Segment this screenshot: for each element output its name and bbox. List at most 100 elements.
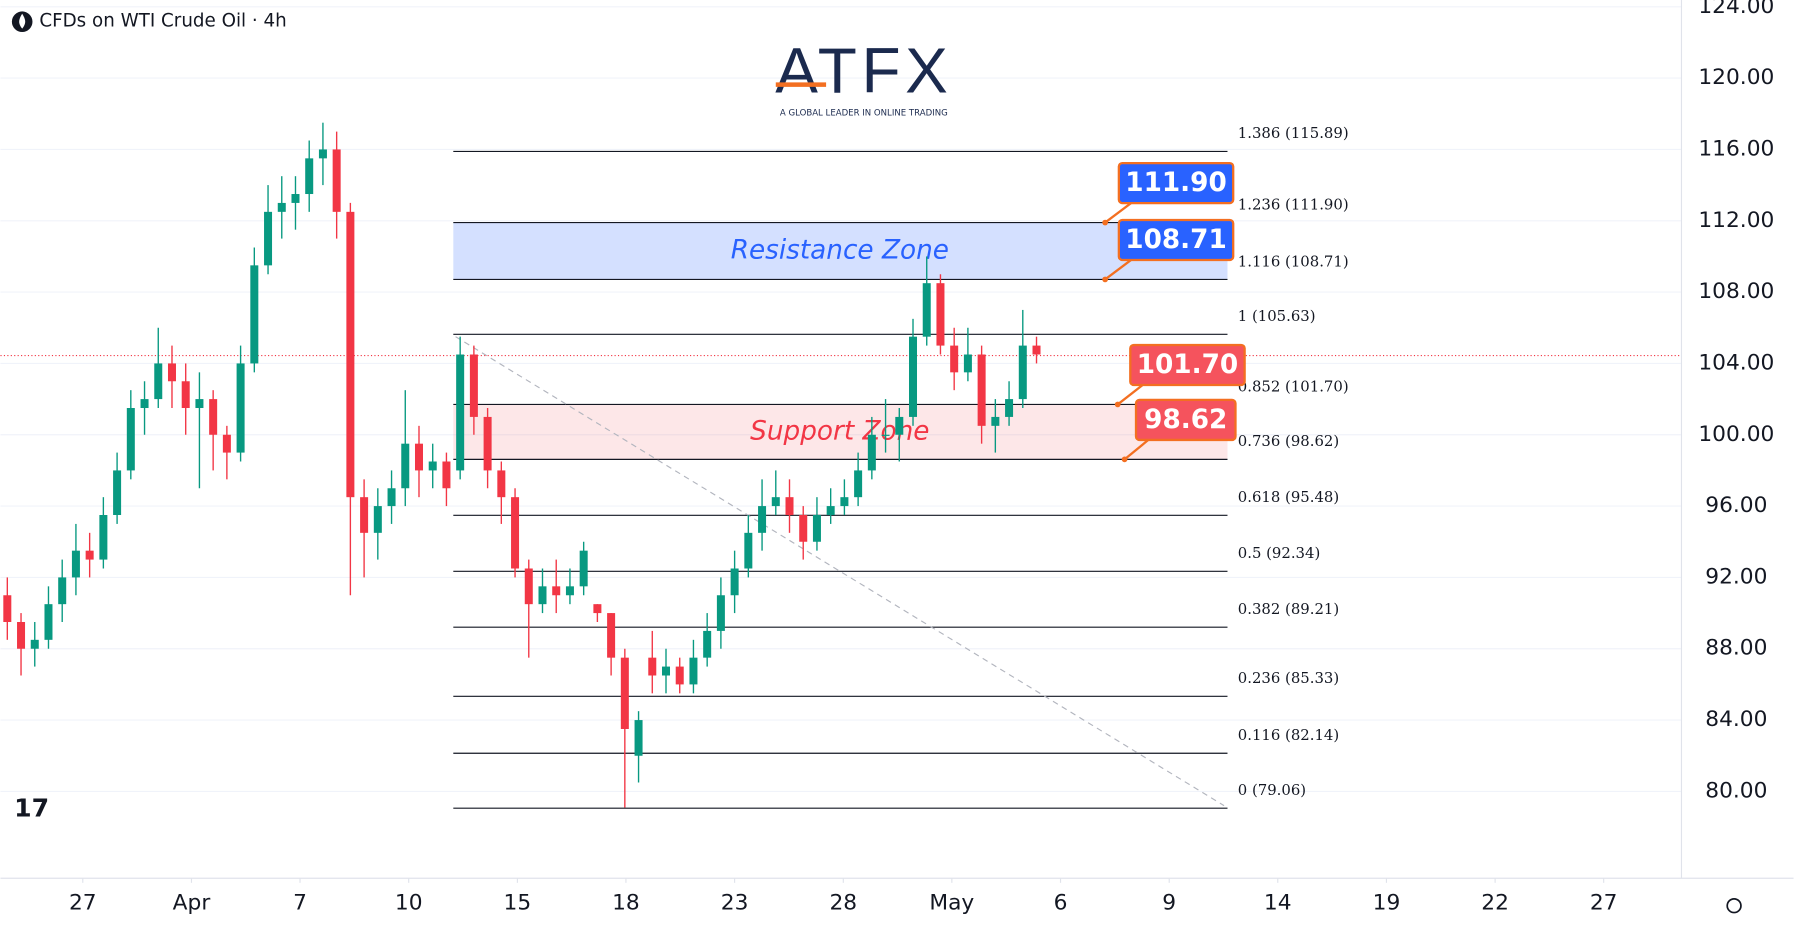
candle-body	[936, 283, 945, 346]
x-tick-label: 23	[721, 890, 749, 915]
candle-body	[140, 399, 149, 409]
price-tag	[1117, 161, 1235, 205]
candle-body	[854, 470, 863, 498]
y-tick-label: 116.00	[1698, 136, 1774, 161]
candle-body	[1032, 345, 1041, 355]
candle-body	[318, 149, 327, 159]
candle-body	[648, 657, 657, 676]
fib-label: 1 (105.63)	[1238, 307, 1316, 325]
x-tick-label: 6	[1054, 890, 1068, 915]
candle-body	[17, 621, 26, 649]
candle-body	[442, 461, 451, 489]
candle-body	[579, 550, 588, 587]
plot: 80.00 84.00 88.00 92.00 96.00 100.00 104.00 108…	[0, 0, 1774, 915]
fib-label: 0.736 (98.62)	[1238, 432, 1339, 450]
candle-body	[950, 345, 959, 373]
candle-body	[977, 354, 986, 426]
candle-body	[497, 470, 506, 498]
y-tick-label: 120.00	[1698, 65, 1774, 90]
tag-leader	[1123, 437, 1151, 461]
price-tag-label: 111.90	[1125, 168, 1226, 198]
candle-body	[963, 354, 972, 373]
candle-body	[30, 639, 39, 649]
x-tick-label: 22	[1481, 890, 1509, 915]
candle-body	[909, 336, 918, 417]
y-tick-label: 104.00	[1698, 350, 1774, 375]
candle-body	[552, 586, 561, 596]
candle-body	[277, 202, 286, 212]
candle-body	[250, 265, 259, 364]
candle-body	[58, 577, 67, 605]
x-tick-label: 19	[1373, 890, 1401, 915]
candle-body	[113, 470, 122, 516]
candle-body	[758, 506, 767, 533]
logo: ATFX	[775, 34, 952, 106]
candle-body	[785, 497, 794, 516]
x-tick-label: 18	[612, 890, 640, 915]
candle-body	[881, 434, 890, 436]
x-tick-label: 10	[395, 890, 423, 915]
candle-body	[373, 506, 382, 533]
y-tick-label: 88.00	[1705, 636, 1767, 661]
settings-icon[interactable]	[1726, 897, 1742, 914]
candle-body	[661, 666, 671, 676]
tag-point	[1102, 276, 1108, 283]
candle-body	[744, 532, 753, 569]
y-tick-label: 80.00	[1705, 778, 1767, 803]
candle-body	[85, 550, 94, 560]
fib-label: 0.236 (85.33)	[1238, 669, 1339, 687]
candle-body	[401, 443, 410, 489]
candle-body	[126, 408, 135, 471]
candle-body	[826, 506, 835, 516]
zone-label: Resistance Zone	[731, 235, 949, 265]
price-tag-label: 108.71	[1125, 225, 1226, 255]
candle-body	[1018, 345, 1027, 400]
y-tick-label: 100.00	[1698, 422, 1774, 447]
chart-title: CFDs on WTI Crude Oil · 4h	[39, 11, 286, 32]
candle-body	[703, 630, 712, 658]
candle-body	[922, 283, 931, 337]
tag-point	[1102, 219, 1108, 226]
y-tick-label: 124.00	[1698, 0, 1774, 19]
candle-body	[332, 149, 341, 212]
fib-label: 0.382 (89.21)	[1238, 600, 1339, 618]
candle-body	[44, 604, 53, 640]
x-tick-label: 14	[1264, 890, 1292, 915]
candle-body	[305, 158, 314, 195]
x-tick-label: May	[929, 890, 974, 915]
candle-body	[730, 568, 739, 596]
drop-icon	[19, 13, 26, 29]
x-tick-label: 28	[829, 890, 857, 915]
candle-body	[593, 604, 602, 614]
candle-body	[689, 657, 698, 685]
fib-label: 1.236 (111.90)	[1238, 195, 1349, 213]
fib-label: 0.116 (82.14)	[1238, 726, 1339, 744]
candle-body	[771, 497, 780, 507]
candle-body	[99, 515, 108, 560]
fib-label: 0 (79.06)	[1238, 781, 1306, 799]
candle-body	[840, 497, 849, 507]
candle-body	[3, 595, 12, 622]
candle-body	[524, 568, 533, 605]
candle-body	[716, 595, 725, 631]
candle-body	[167, 363, 176, 382]
candle-body	[195, 399, 204, 409]
candle-body	[154, 363, 163, 400]
candle-body	[538, 586, 547, 605]
tag-point	[1121, 456, 1128, 463]
candle-body	[414, 443, 423, 471]
y-tick-label: 108.00	[1698, 279, 1774, 304]
candle-body	[799, 515, 808, 542]
candle-body	[360, 497, 369, 533]
candle-body	[895, 416, 904, 435]
candle-body	[675, 666, 684, 685]
candle-body	[387, 488, 396, 507]
x-tick-label: Apr	[173, 890, 211, 915]
candle-body	[812, 515, 821, 542]
y-tick-label: 96.00	[1705, 493, 1767, 518]
fib-label: 1.116 (108.71)	[1238, 252, 1349, 270]
candle-body	[291, 194, 300, 203]
x-tick-label: 27	[1590, 890, 1618, 915]
candle-body	[991, 416, 1000, 426]
